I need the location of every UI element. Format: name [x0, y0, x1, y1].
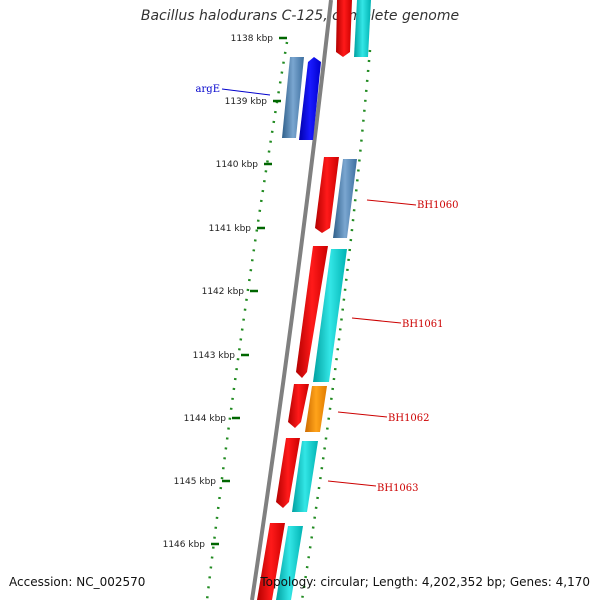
gene-BH1060-companion	[333, 159, 357, 238]
tick-track-outer	[205, 41, 289, 600]
gene-BH1060	[315, 157, 339, 233]
gene-arrow	[354, 0, 371, 57]
tick-label: 1139 kbp	[225, 97, 268, 107]
gene-BH1062-companion	[305, 386, 327, 432]
gene-label-group: argE BH1060 BH1061 BH1062 BH1063	[196, 84, 459, 494]
accession-text: Accession: NC_002570	[9, 575, 146, 589]
tick-label: 1140 kbp	[216, 160, 259, 170]
gene-arrow	[257, 523, 285, 600]
gene-argE-companion	[282, 57, 304, 138]
tick-label: 1141 kbp	[209, 224, 252, 234]
argE-leader-line	[221, 88, 271, 96]
tick-label: 1144 kbp	[184, 414, 227, 424]
gene-BH1063-companion	[292, 441, 318, 512]
gene-arrow	[276, 526, 303, 600]
tick-group: 1138 kbp 1139 kbp 1140 kbp 1141 kbp 1142 kbp…	[163, 34, 287, 550]
genome-backbone	[250, 0, 333, 600]
topology-summary: Topology: circular; Length: 4,202,352 bp…	[260, 575, 590, 589]
gene-argE	[299, 57, 321, 140]
tick-label: 1142 kbp	[202, 287, 245, 297]
gene-BH1062	[288, 384, 309, 428]
gene-label-BH1063[interactable]: BH1063	[377, 483, 419, 494]
tick-label: 1138 kbp	[231, 34, 274, 44]
gene-BH1061-companion	[313, 249, 347, 382]
tick-label: 1143 kbp	[193, 351, 236, 361]
map-title: Bacillus halodurans C-125, complete geno…	[140, 8, 460, 24]
BH1062-leader-line	[337, 411, 388, 418]
gene-arrow	[336, 0, 352, 57]
tick-label: 1146 kbp	[163, 540, 206, 550]
gene-BH1063	[276, 438, 300, 508]
BH1060-leader-line	[366, 199, 417, 206]
gene-label-BH1062[interactable]: BH1062	[388, 413, 430, 424]
tick-label: 1145 kbp	[174, 477, 217, 487]
BH1063-leader-line	[327, 480, 377, 487]
gene-label-BH1061[interactable]: BH1061	[402, 319, 444, 330]
gene-label-argE[interactable]: argE	[196, 84, 220, 95]
gene-BH1061	[296, 246, 328, 378]
gene-label-BH1060[interactable]: BH1060	[417, 200, 459, 211]
BH1061-leader-line	[351, 317, 402, 324]
